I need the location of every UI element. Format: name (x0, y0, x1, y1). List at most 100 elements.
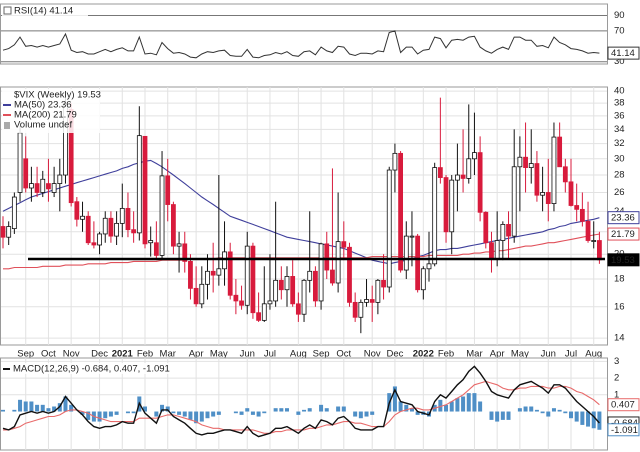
candle-body (540, 192, 545, 196)
histogram-bar (586, 411, 591, 427)
x-tick-label: Aug (585, 349, 602, 360)
candle-body (284, 276, 290, 291)
histogram-bar (199, 411, 204, 422)
candle-body (335, 241, 341, 284)
candle-body (352, 301, 358, 318)
x-tick-label: Nov (63, 349, 80, 360)
x-tick-label: 2021 (112, 349, 134, 360)
candle-body (290, 276, 296, 305)
candle-body (545, 192, 551, 204)
histogram-bar (165, 406, 170, 412)
histogram-bar (211, 411, 216, 417)
histogram-bar (551, 408, 556, 412)
candle-body (381, 279, 386, 288)
histogram-bar (523, 406, 528, 412)
histogram-bar (534, 409, 539, 412)
candle-body (557, 136, 563, 168)
x-tick-label: Apr (189, 349, 204, 360)
x-tick-label: Dec (386, 349, 403, 360)
legend-label: MA(200) 21.79 (14, 110, 77, 121)
histogram-bar (489, 411, 494, 420)
x-tick-label: Feb (438, 349, 454, 360)
candle-body (136, 135, 142, 234)
value-box (607, 46, 640, 60)
candle-body (324, 243, 330, 271)
histogram-bar (125, 411, 130, 414)
candle-body (483, 211, 489, 244)
histogram-bar (63, 396, 68, 412)
x-tick-label: Aug (290, 349, 307, 360)
y-tick-label: 26 (614, 187, 625, 198)
candle-body (301, 279, 307, 315)
histogram-bar (52, 406, 57, 412)
candle-body (472, 152, 477, 160)
candle-body (426, 263, 432, 270)
candle-body (57, 174, 63, 184)
candle-body (477, 152, 483, 213)
candle-body (165, 175, 171, 205)
histogram-bar (188, 411, 193, 420)
candle-body (51, 183, 57, 193)
candle-body (188, 260, 193, 289)
histogram-bar (177, 411, 182, 415)
candle-body (239, 300, 244, 306)
histogram-bar (40, 404, 45, 412)
x-tick-label: May (511, 349, 529, 360)
histogram-bar (35, 404, 40, 412)
candle-body (17, 132, 23, 193)
histogram-bar (319, 404, 324, 412)
moving-average (2, 159, 600, 265)
histogram-bar (171, 411, 176, 414)
candle-body (392, 152, 398, 171)
candle-body (159, 175, 165, 256)
histogram-bar (540, 411, 545, 414)
macd-line (2, 365, 600, 438)
y-tick-label: 16 (614, 301, 625, 312)
histogram-bar (273, 408, 278, 412)
y-tick-label: 30 (614, 56, 625, 67)
histogram-bar (444, 404, 449, 412)
candle-body (11, 196, 17, 230)
y-tick-label: 28 (614, 170, 625, 181)
histogram-bar (455, 398, 460, 412)
value-label: 19.53 (611, 255, 635, 266)
y-tick-label: 40 (614, 86, 625, 97)
candle-body (125, 207, 131, 231)
candle-body (528, 163, 534, 168)
histogram-bar (472, 393, 477, 412)
candle-body (74, 201, 80, 220)
candle-body (193, 287, 199, 305)
value-box (607, 211, 640, 225)
candle-body (108, 217, 114, 237)
candle-body (295, 303, 301, 315)
x-tick-label: May (210, 349, 228, 360)
histogram-bar (29, 401, 34, 412)
candle-body (375, 279, 381, 303)
candle-body (364, 299, 369, 303)
histogram-bar (256, 411, 261, 417)
histogram-bar (245, 408, 250, 412)
candle-body (0, 226, 6, 238)
legend-icon (4, 122, 10, 129)
candle-body (153, 242, 159, 256)
candle-body (273, 279, 279, 302)
value-label: 0.407 (611, 400, 635, 411)
candle-body (466, 158, 472, 179)
candle-body (131, 229, 137, 234)
value-box (607, 227, 640, 241)
panel-title: RSI(14) 41.14 (14, 6, 73, 17)
histogram-bar (302, 409, 307, 412)
candle-body (330, 269, 335, 284)
value-label: 41.14 (611, 48, 635, 59)
candle-body (415, 235, 421, 291)
candle-body (170, 204, 176, 247)
y-tick-label: 34 (614, 124, 625, 135)
x-tick-label: 2022 (413, 349, 434, 360)
candle-body (210, 270, 216, 276)
candle-body (119, 207, 125, 224)
candle-body (409, 235, 415, 238)
x-tick-label: Oct (41, 349, 56, 360)
histogram-bar (97, 411, 102, 422)
y-tick-label: 1 (614, 389, 619, 400)
histogram-bar (239, 411, 244, 415)
